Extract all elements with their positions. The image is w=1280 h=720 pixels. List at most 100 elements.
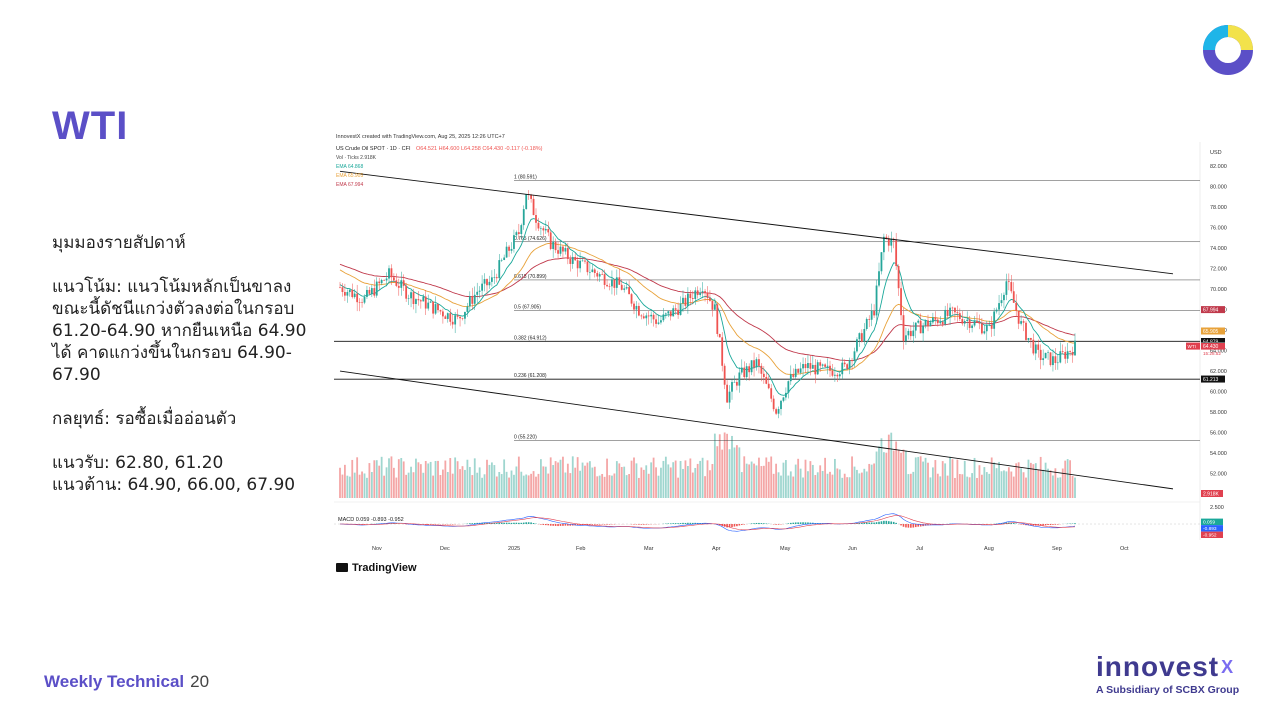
volume-bar [620,467,623,498]
candle [699,287,702,298]
candle [887,235,890,252]
macd-histogram-bar [802,522,804,524]
macd-histogram-bar [741,524,743,525]
volume-bar [383,475,385,498]
candle [390,264,393,286]
candle [851,358,853,370]
last-price-symbol-tag [1186,342,1200,350]
macd-histogram-bar [640,524,643,525]
volume-bar [1032,464,1035,498]
volume-bar [540,459,542,498]
volume-bar [505,471,508,498]
candle [907,328,910,340]
candle [726,380,728,403]
x-tick-label: Jul [916,546,923,552]
candle [508,245,510,257]
candle [780,399,782,416]
volume-bar [562,456,564,498]
fib-label: 0.5 (67.905) [514,305,541,311]
trend-line-4: ได้ คาดแกว่งขึ้นในกรอบ 64.90- [52,343,292,363]
candle [569,255,572,272]
volume-bar [944,463,947,498]
volume-bar [488,464,491,498]
macd-histogram-bar [667,523,670,524]
macd-histogram-bar [910,524,912,528]
volume-bar [883,452,885,498]
macd-histogram-bar [807,522,809,524]
volume-bar [816,472,819,498]
volume-bar [966,476,969,498]
volume-bar [471,475,474,498]
macd-histogram-bar [427,524,429,525]
candle [687,287,689,314]
macd-histogram-bar [738,524,741,526]
candle [375,277,378,298]
macd-tag-label: -0.893 [1203,526,1217,532]
volume-bar [946,475,949,498]
fib-label: 0.382 (64.912) [514,335,547,341]
macd-histogram-bar [596,524,599,525]
macd-histogram-bar [586,524,589,525]
candle [444,314,447,319]
candle [927,314,929,332]
candle [1003,292,1005,309]
macd-histogram-bar [912,524,915,528]
candle [792,368,795,379]
candle [834,367,836,382]
macd-histogram-bar [1022,524,1025,525]
y-tick-label: 58.000 [1210,410,1227,416]
candle [581,256,584,262]
x-tick-label: Dec [440,546,450,552]
volume-bar [535,476,537,498]
candle [481,275,483,296]
volume-bar [914,457,917,498]
trend-line-5: 67.90 [52,365,101,385]
candle [782,396,785,403]
macd-histogram-bar [1012,523,1015,524]
candle [961,310,964,326]
candle-layer [339,190,1076,419]
candle [488,275,491,289]
candle [361,298,363,308]
volume-bar [532,471,535,498]
macd-histogram-bar [603,524,606,525]
volume-bar [895,441,898,498]
macd-histogram-bar [633,524,635,525]
volume-bar [449,458,452,498]
candle [351,283,354,299]
macd-layer [334,501,1200,532]
volume-bar [750,461,753,498]
candle [868,315,871,328]
candle [704,288,706,302]
candle [664,312,667,319]
x-tick-label: Sep [1052,546,1062,552]
candle [978,314,981,330]
volume-bar [451,473,454,498]
candle [973,316,976,328]
macd-histogram-bar [669,523,672,524]
candle [721,332,724,372]
volume-bar [660,467,662,498]
candle [787,380,790,399]
volume-bar [657,475,660,498]
candle [667,310,670,318]
volume-bar [598,475,601,498]
macd-histogram-bar [674,523,677,524]
volume-bar [897,449,900,498]
volume-bar [669,467,672,498]
price-tag-label: 65.905 [1203,329,1219,335]
macd-histogram-bar [591,524,594,525]
macd-histogram-bar [753,523,755,524]
candle [1025,320,1027,342]
volume-bar [615,461,618,498]
y-tick-label: 60.000 [1210,390,1227,396]
macd-histogram-bar [1032,524,1035,526]
brand-mark: X [1221,657,1235,677]
volume-bar [792,476,795,498]
candle [740,359,743,375]
macd-histogram-bar [809,522,812,524]
candle [804,357,807,374]
volume-bar [1005,471,1008,498]
volume-bar [782,462,785,498]
volume-bar [591,467,594,498]
